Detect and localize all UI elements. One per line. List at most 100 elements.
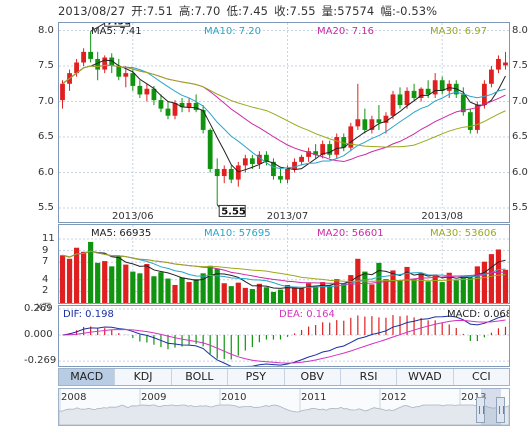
macd-panel[interactable]: DIF: 0.198 DEA: 0.164 MACD: 0.068	[58, 305, 512, 368]
candle-body	[242, 158, 248, 166]
volume-panel[interactable]: MA5: 66935 MA10: 57695 MA20: 56601 MA30: 53…	[58, 224, 510, 304]
volume-bar	[109, 266, 115, 303]
volume-bar	[383, 279, 389, 303]
candle-body	[474, 105, 480, 130]
navigator-year: 2013	[461, 392, 486, 403]
volume-y-tick: 11	[42, 233, 55, 244]
candle-body	[88, 51, 94, 59]
candle-body	[397, 94, 403, 106]
tab-obv[interactable]: OBV	[285, 369, 341, 385]
macd-y-tick: 0.269	[24, 303, 53, 314]
volume-bar	[256, 283, 262, 303]
volume-bar	[73, 247, 80, 303]
quote-change: 幅:-0.53%	[380, 4, 438, 18]
volume-bar	[376, 262, 382, 303]
candle-body	[228, 168, 234, 180]
volume-bar	[341, 283, 347, 303]
volume-bar	[502, 269, 509, 303]
vol-ma10-line	[62, 250, 506, 288]
volume-bar	[81, 251, 87, 303]
candle-body	[130, 73, 136, 86]
candle-body	[348, 126, 354, 148]
tab-cci[interactable]: CCI	[472, 370, 491, 383]
candle-body	[369, 119, 375, 130]
price-x-tick: 2013/06	[112, 211, 154, 222]
candle-body	[341, 137, 347, 148]
quote-close: 收:7.55	[274, 4, 316, 18]
indicator-tabs: MACD KDJ BOLL PSY OBV RSI WVAD CCI	[58, 368, 510, 386]
candle-body	[74, 62, 79, 74]
volume-bar	[474, 266, 480, 303]
tab-psy[interactable]: PSY	[228, 369, 285, 385]
price-y-tick-left: 8.0	[38, 24, 54, 36]
candle-body	[418, 88, 424, 98]
range-navigator[interactable]: 2008 2009 2010 2011 2012 2013	[58, 388, 510, 426]
price-ma-label: MA5: 7.41	[91, 26, 142, 37]
volume-bar	[207, 265, 213, 303]
range-handle-left[interactable]	[476, 397, 485, 423]
tab-boll[interactable]: BOLL	[172, 369, 229, 385]
tab-wvad[interactable]: WVAD	[397, 369, 454, 385]
dea-line	[62, 319, 506, 364]
low-box	[218, 204, 246, 217]
volume-bar	[165, 278, 171, 303]
macd-y-tick: 0.000	[24, 329, 53, 341]
candle-body	[158, 100, 164, 109]
volume-bar	[446, 272, 452, 303]
volume-bar	[200, 273, 206, 303]
ma30-line	[62, 64, 506, 148]
tab-kdj[interactable]: KDJ	[115, 369, 172, 385]
candle-body	[467, 112, 473, 130]
candle-body	[299, 156, 304, 162]
candle-body	[193, 102, 199, 111]
price-chart: MA5: 7.41 MA10: 7.20 MA20: 7.16 MA30: 6.97 7…	[59, 13, 509, 222]
candle-body	[207, 129, 213, 169]
volume-bar	[320, 282, 326, 303]
volume-bar	[228, 286, 234, 303]
volume-bar	[88, 241, 94, 303]
candle-body	[425, 88, 431, 95]
volume-bar	[369, 284, 375, 303]
volume-ma-label: MA5: 66935	[91, 228, 151, 239]
macd-label: DEA: 0.164	[279, 309, 335, 320]
price-ma-label: MA20: 7.16	[317, 26, 374, 37]
dif-line	[62, 315, 506, 368]
navigator-year: 2009	[141, 392, 166, 403]
tab-rsi[interactable]: RSI	[341, 369, 398, 385]
range-handle-right[interactable]	[496, 397, 505, 423]
volume-bar	[193, 279, 199, 303]
volume-bar	[214, 268, 220, 303]
volume-bar	[298, 288, 305, 303]
candle-body	[306, 151, 312, 157]
macd-y-tick: -0.269	[24, 355, 57, 367]
volume-unit: X万	[36, 303, 52, 313]
navigator-overview	[58, 404, 510, 426]
low-annotation: 5.55	[221, 206, 246, 217]
candle-body	[503, 62, 508, 66]
candle-body	[334, 137, 340, 155]
candle-body	[313, 151, 319, 155]
candle-body	[151, 88, 157, 101]
price-panel[interactable]: MA5: 7.41 MA10: 7.20 MA20: 7.16 MA30: 6.97 7…	[58, 13, 510, 223]
candle-body	[186, 102, 192, 108]
volume-bar	[432, 274, 438, 303]
candle-body	[355, 119, 361, 127]
volume-bar	[439, 282, 445, 303]
candle-body	[271, 161, 276, 177]
candle-body	[249, 158, 255, 164]
candle-body	[362, 119, 368, 130]
volume-bar	[137, 273, 143, 303]
price-y-tick-right: 7.0	[512, 95, 528, 107]
volume-bar	[404, 266, 410, 303]
ma20-line	[62, 64, 506, 163]
price-ma-label: MA30: 6.97	[430, 26, 487, 37]
volume-bar	[418, 273, 424, 303]
volume-bar	[291, 286, 298, 303]
price-y-tick-right: 8.0	[512, 24, 528, 36]
tab-macd[interactable]: MACD	[59, 369, 116, 385]
ma5-line	[62, 59, 506, 173]
candle-body	[102, 57, 108, 70]
price-y-tick-left: 7.0	[38, 95, 54, 107]
volume-bar	[284, 284, 291, 303]
price-y-tick-right: 6.5	[512, 131, 528, 143]
